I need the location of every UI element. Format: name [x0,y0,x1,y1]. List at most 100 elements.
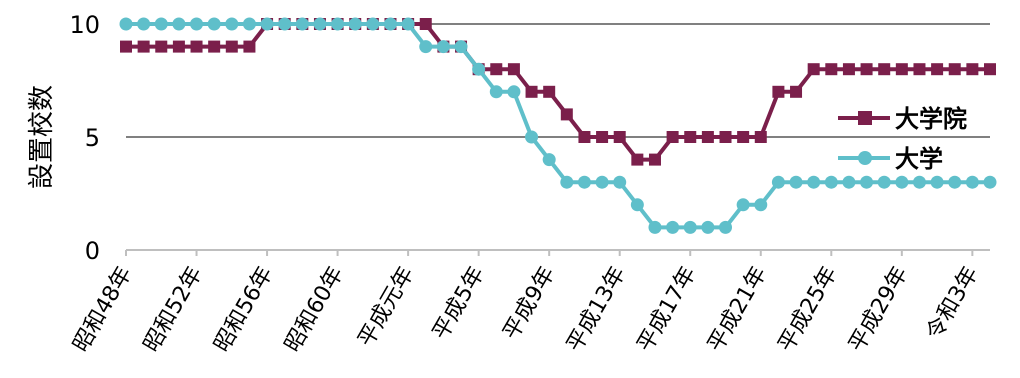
x-tick-label: 平成5年 [428,263,490,345]
data-point [825,63,838,76]
data-point [190,40,203,53]
data-point [243,40,256,53]
data-point [525,85,538,98]
data-point [595,175,609,189]
x-tick-label: 昭和48年 [69,263,138,357]
data-point [454,40,468,54]
data-point [207,17,221,31]
x-tick-label: 平成21年 [703,263,772,357]
y-tick-label: 10 [69,11,100,39]
data-point [948,63,961,76]
data-point [912,175,926,189]
data-point [878,63,891,76]
data-point [807,63,820,76]
data-point [719,131,732,143]
data-point [155,40,168,53]
data-point [860,175,874,189]
data-point [737,131,750,143]
legend-marker [858,151,872,165]
data-point [930,175,944,189]
data-point [965,175,979,189]
data-point [366,17,380,31]
data-point [648,220,662,234]
data-point [948,175,962,189]
data-point [172,17,186,31]
data-point [824,175,838,189]
data-point [208,40,221,53]
data-point [225,40,238,53]
data-point [895,175,909,189]
data-point [931,63,944,76]
data-point [630,198,644,212]
data-point [983,175,997,189]
data-point [578,131,591,143]
data-point [842,175,856,189]
data-point [225,17,239,31]
x-tick-label: 平成17年 [633,263,702,357]
data-point [542,153,556,167]
x-tick-label: 昭和56年 [210,263,279,357]
data-point [860,63,873,76]
series-line-1 [126,22,990,162]
data-point [877,175,891,189]
data-point [190,17,204,31]
data-point [913,63,926,76]
data-point [719,220,733,234]
data-point [666,131,679,143]
legend-label: 大学 [895,145,943,173]
data-point [242,17,256,31]
data-point [543,85,556,98]
data-point [648,153,661,166]
x-tick-label: 平成元年 [354,263,420,352]
x-tick-label: 平成9年 [499,263,561,345]
x-tick-label: 昭和52年 [139,263,208,357]
data-point [613,175,627,189]
data-point [472,62,486,76]
data-point [984,63,996,76]
data-point [507,63,520,76]
data-point [684,131,697,143]
x-tick-label: 令和3年 [922,263,984,345]
data-point [772,85,785,98]
data-point [895,63,908,76]
data-point [666,220,680,234]
data-point [807,175,821,189]
data-point [683,220,697,234]
data-point [154,17,168,31]
data-point [754,198,768,212]
data-point [401,17,415,31]
data-point [137,40,150,53]
data-point [119,17,133,31]
x-tick-label: 平成13年 [562,263,631,357]
data-point [789,175,803,189]
data-point [525,130,539,144]
data-point [771,175,785,189]
data-point [701,131,714,143]
x-tick-label: 平成29年 [844,263,913,357]
data-point [596,131,609,143]
data-point [560,108,573,121]
data-point [507,85,521,99]
data-point [313,17,327,31]
data-point [260,17,274,31]
data-point [172,40,185,53]
data-point [295,17,309,31]
data-point [419,18,432,30]
legend-label: 大学院 [895,105,967,133]
data-point [613,131,626,143]
data-point [436,40,450,54]
y-axis-label: 設置校数 [27,85,57,189]
data-point [348,17,362,31]
legend-marker [858,111,872,125]
data-point [137,17,151,31]
data-point [842,63,855,76]
series-layer [119,17,997,234]
y-tick-label: 0 [85,237,100,265]
data-point [383,17,397,31]
series-line-2 [126,22,990,230]
data-point [120,40,132,53]
data-point [701,220,715,234]
data-point [419,40,433,54]
